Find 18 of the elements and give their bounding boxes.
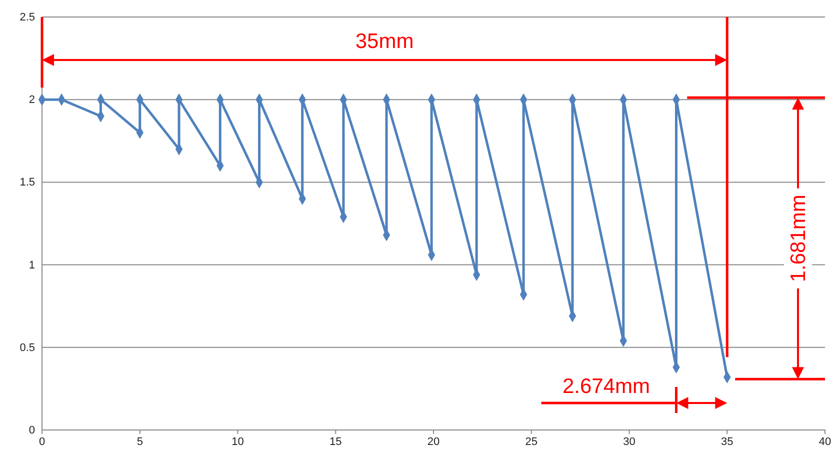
x-tick-label: 40 <box>818 436 832 448</box>
y-tick-label: 0 <box>28 424 35 437</box>
y-tick-label: 1.5 <box>20 176 35 189</box>
x-tick-label: 10 <box>232 436 244 448</box>
annotation: 2.674mm <box>562 375 650 398</box>
x-tick-label: 30 <box>623 436 636 448</box>
y-tick-label: 1 <box>28 259 35 272</box>
x-tick-label: 15 <box>330 436 342 448</box>
y-tick-label: 2.5 <box>20 12 35 24</box>
y-tick-label: 2 <box>28 94 35 106</box>
x-tick-label: 35 <box>721 436 734 448</box>
annotation: 35mm <box>355 30 414 53</box>
x-tick-label: 20 <box>427 436 440 448</box>
x-tick-label: 25 <box>525 436 538 448</box>
y-tick-label: 0.5 <box>20 342 35 354</box>
x-tick-label: 0 <box>38 436 46 448</box>
annotation: 1.681mm <box>787 194 810 282</box>
x-tick-label: 5 <box>136 436 143 448</box>
